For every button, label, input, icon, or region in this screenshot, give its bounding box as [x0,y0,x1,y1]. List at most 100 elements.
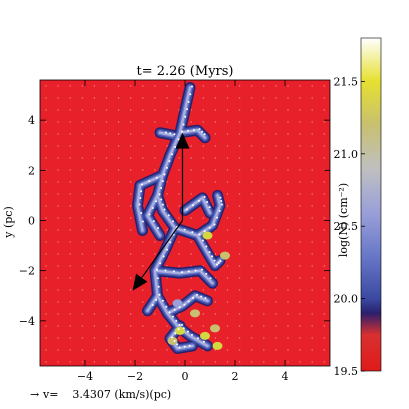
grid-dot [299,205,301,207]
grid-dot [214,289,217,291]
velocity-marker [151,303,154,306]
grid-dot [117,193,120,195]
velocity-marker [177,328,180,331]
grid-dot [154,121,156,123]
grid-dot [117,277,120,279]
dense-clump [220,251,230,260]
grid-dot [226,313,229,315]
grid-dot [57,205,59,207]
velocity-marker [181,271,183,274]
grid-dot [202,97,204,99]
velocity-marker [178,346,181,349]
velocity-marker [208,226,211,229]
grid-dot [275,277,277,279]
grid-dot [287,325,289,327]
grid-dot [130,145,132,147]
grid-dot [69,361,71,363]
grid-dot [311,205,313,207]
filament-layer-3 [136,174,164,232]
grid-dot [117,181,120,183]
velocity-marker [158,193,161,196]
grid-dot [238,241,241,243]
grid-dot [311,229,313,231]
grid-dot [93,241,96,243]
grid-dot [251,265,253,267]
grid-dot [154,361,156,363]
velocity-marker [171,315,174,318]
grid-dot [81,145,84,147]
colorbar-tick-label: 19.5 [334,365,359,378]
velocity-marker [182,327,185,330]
grid-dot [202,85,204,87]
velocity-marker [175,319,178,322]
grid-dot [130,361,132,363]
grid-dot [202,361,204,363]
velocity-marker [202,340,205,343]
velocity-marker [173,270,175,273]
velocity-marker [203,133,206,136]
grid-dot [238,97,241,99]
velocity-marker [165,166,168,169]
grid-dot [311,133,313,135]
grid-dot [311,241,313,243]
grid-dot [299,229,301,231]
grid-dot [105,265,108,267]
grid-dot [93,169,96,171]
grid-dot [154,169,156,171]
grid-dot [299,313,301,315]
grid-dot [190,253,192,255]
grid-dot [190,145,192,147]
grid-dot [154,157,156,159]
grid-dot [238,145,241,147]
velocity-marker [160,198,163,201]
grid-dot [130,169,132,171]
velocity-marker [164,269,167,272]
y-tick-label: −2 [19,265,35,278]
grid-dot [130,121,132,123]
grid-dot [166,361,168,363]
grid-dot [311,313,313,315]
grid-dot [178,289,180,291]
grid-dot [178,85,180,87]
grid-dot [142,337,144,339]
grid-dot [190,109,192,111]
velocity-marker [204,297,207,300]
grid-dot [57,325,59,327]
grid-dot [81,265,84,267]
grid-dot [238,193,241,195]
grid-dot [226,181,229,183]
grid-dot [287,241,289,243]
grid-dot [105,217,108,219]
grid-dot [263,241,265,243]
grid-dot [238,325,241,327]
grid-dot [166,181,168,183]
grid-dot [142,265,144,267]
plot-area [39,79,331,367]
grid-dot [117,109,120,111]
velocity-marker [157,227,159,230]
grid-dot [190,277,192,279]
grid-dot [130,325,132,327]
velocity-marker [140,211,143,214]
velocity-marker [186,108,188,111]
grid-dot [142,97,144,99]
grid-dot [105,205,108,207]
velocity-key-arrow: → [30,388,39,401]
grid-dot [45,109,47,111]
grid-dot [311,109,313,111]
grid-dot [69,97,71,99]
velocity-marker [141,183,143,186]
gas-filaments [132,82,230,354]
grid-dot [154,325,156,327]
grid-dot [323,121,325,123]
grid-dot [275,241,277,243]
grid-dot [45,337,47,339]
chart-title: t= 2.26 (Myrs) [136,64,233,79]
grid-dot [93,253,96,255]
grid-dot [142,289,144,291]
grid-dot [238,217,241,219]
velocity-marker [182,123,185,126]
grid-dot [323,145,325,147]
grid-dot [117,289,120,291]
